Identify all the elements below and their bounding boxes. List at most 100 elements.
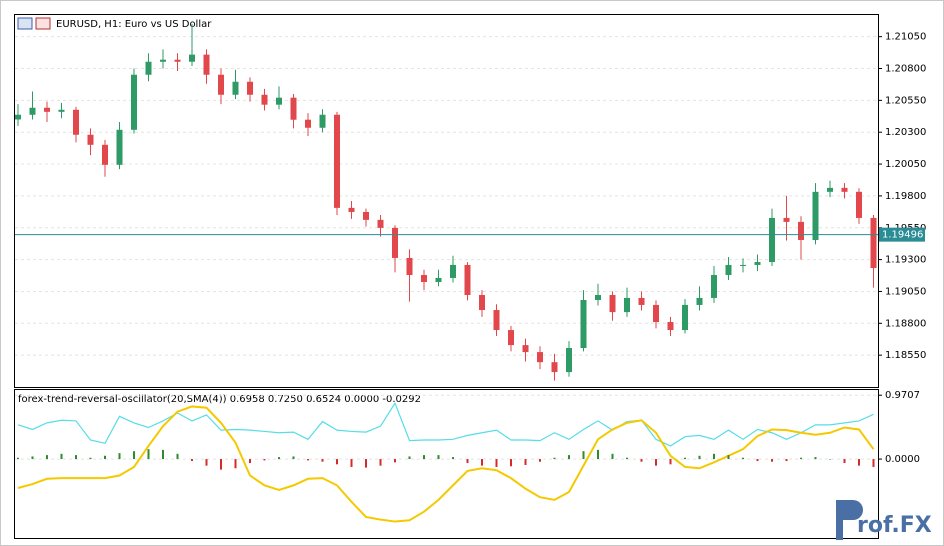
histogram-bar [466, 459, 469, 464]
candle-body [189, 54, 195, 62]
candle-body [305, 119, 311, 128]
histogram-bar [539, 459, 541, 462]
candle-body [131, 74, 137, 130]
indicator-panel [14, 389, 879, 539]
candle-body [783, 217, 790, 222]
candle-body [754, 262, 761, 265]
candle-body [624, 297, 630, 313]
histogram-bar [684, 457, 686, 460]
histogram-bar [234, 459, 237, 469]
histogram-bar [176, 453, 179, 460]
histogram-bar [278, 457, 280, 460]
y-tick-label: 1.20550 [885, 95, 926, 106]
logo [836, 500, 863, 540]
candle-body [870, 217, 877, 269]
histogram-bar [771, 459, 773, 462]
histogram-bar [742, 457, 744, 460]
histogram-bar [452, 457, 454, 460]
y-tick-label: 1.19300 [885, 255, 926, 266]
candle-body [551, 362, 558, 373]
candle-body [508, 330, 514, 346]
y-tick-label: 1.20800 [885, 64, 926, 75]
candle-body [406, 257, 413, 276]
candle-body [73, 109, 79, 135]
candle-body [58, 109, 65, 112]
candle-body [696, 297, 703, 305]
histogram-bar [568, 455, 570, 460]
candle-body [44, 107, 50, 112]
candle-body [725, 264, 732, 276]
candle-body [145, 61, 152, 75]
histogram-bar [713, 453, 715, 460]
histogram-bar [31, 456, 34, 460]
histogram-bar [408, 456, 411, 460]
histogram-bar [147, 449, 150, 460]
candle-body [29, 107, 36, 115]
candle-body [667, 322, 674, 331]
candle-body [377, 219, 384, 228]
histogram-bar [785, 459, 788, 462]
histogram-bar [191, 459, 193, 462]
candle-body [740, 264, 746, 266]
candle-body [160, 59, 166, 62]
histogram-bar [321, 459, 324, 462]
candle-body [537, 352, 543, 363]
y-tick-label: 1.18800 [885, 318, 926, 329]
candle-body [15, 114, 21, 120]
y-tick-label: 0.9707 [885, 390, 920, 401]
candle-body [769, 217, 775, 263]
current-price-tag [879, 227, 925, 242]
histogram-bar [394, 459, 396, 463]
candle-body [682, 304, 688, 331]
histogram-bar [17, 457, 19, 460]
histogram-bar [597, 449, 599, 460]
candle-body [232, 81, 239, 95]
candle-body [609, 295, 616, 313]
histogram-bar [640, 459, 643, 462]
histogram-bar [582, 451, 585, 460]
candle-body [87, 134, 94, 145]
candle-body [798, 221, 804, 240]
chart-title: EURUSD, H1: Euro vs US Dollar [56, 19, 212, 30]
candle-body [247, 81, 253, 95]
histogram-bar [75, 455, 77, 460]
histogram-bar [379, 459, 382, 466]
histogram-bar [307, 459, 309, 461]
histogram-bar [423, 455, 425, 460]
histogram-bar [365, 459, 367, 468]
histogram-bar [611, 453, 614, 460]
candle-body [566, 348, 572, 373]
candle-body [856, 191, 862, 218]
candle-body [595, 295, 601, 300]
candle-body [827, 187, 833, 192]
icons [17, 17, 51, 30]
histogram-bar [205, 459, 208, 466]
candle-body [653, 304, 659, 323]
candle-body [841, 187, 848, 192]
histogram-bar [46, 455, 48, 460]
histogram-bar [843, 459, 846, 464]
candle-body [421, 275, 427, 283]
candle-body [493, 310, 500, 331]
current-price-label: 1.19496 [882, 230, 923, 241]
indicator-title: forex-trend-reversal-oscillator(20,SMA(4… [18, 394, 421, 405]
histogram-bar [872, 459, 875, 467]
candle-body [319, 114, 326, 128]
candle-body [711, 275, 717, 298]
histogram-bar [510, 459, 512, 467]
y-tick-label: 1.18550 [885, 350, 926, 361]
watermark: rof.FX [857, 513, 932, 538]
candle-body [348, 207, 355, 212]
histogram-bar [263, 459, 266, 461]
histogram-bar [292, 456, 295, 460]
histogram-bar [118, 453, 121, 460]
y-tick-label: 1.19050 [885, 286, 926, 297]
histogram-bar [336, 459, 338, 465]
histogram-bar [162, 449, 164, 460]
histogram-bar [698, 455, 701, 460]
histogram-bar [350, 459, 353, 467]
histogram-bar [60, 453, 63, 460]
